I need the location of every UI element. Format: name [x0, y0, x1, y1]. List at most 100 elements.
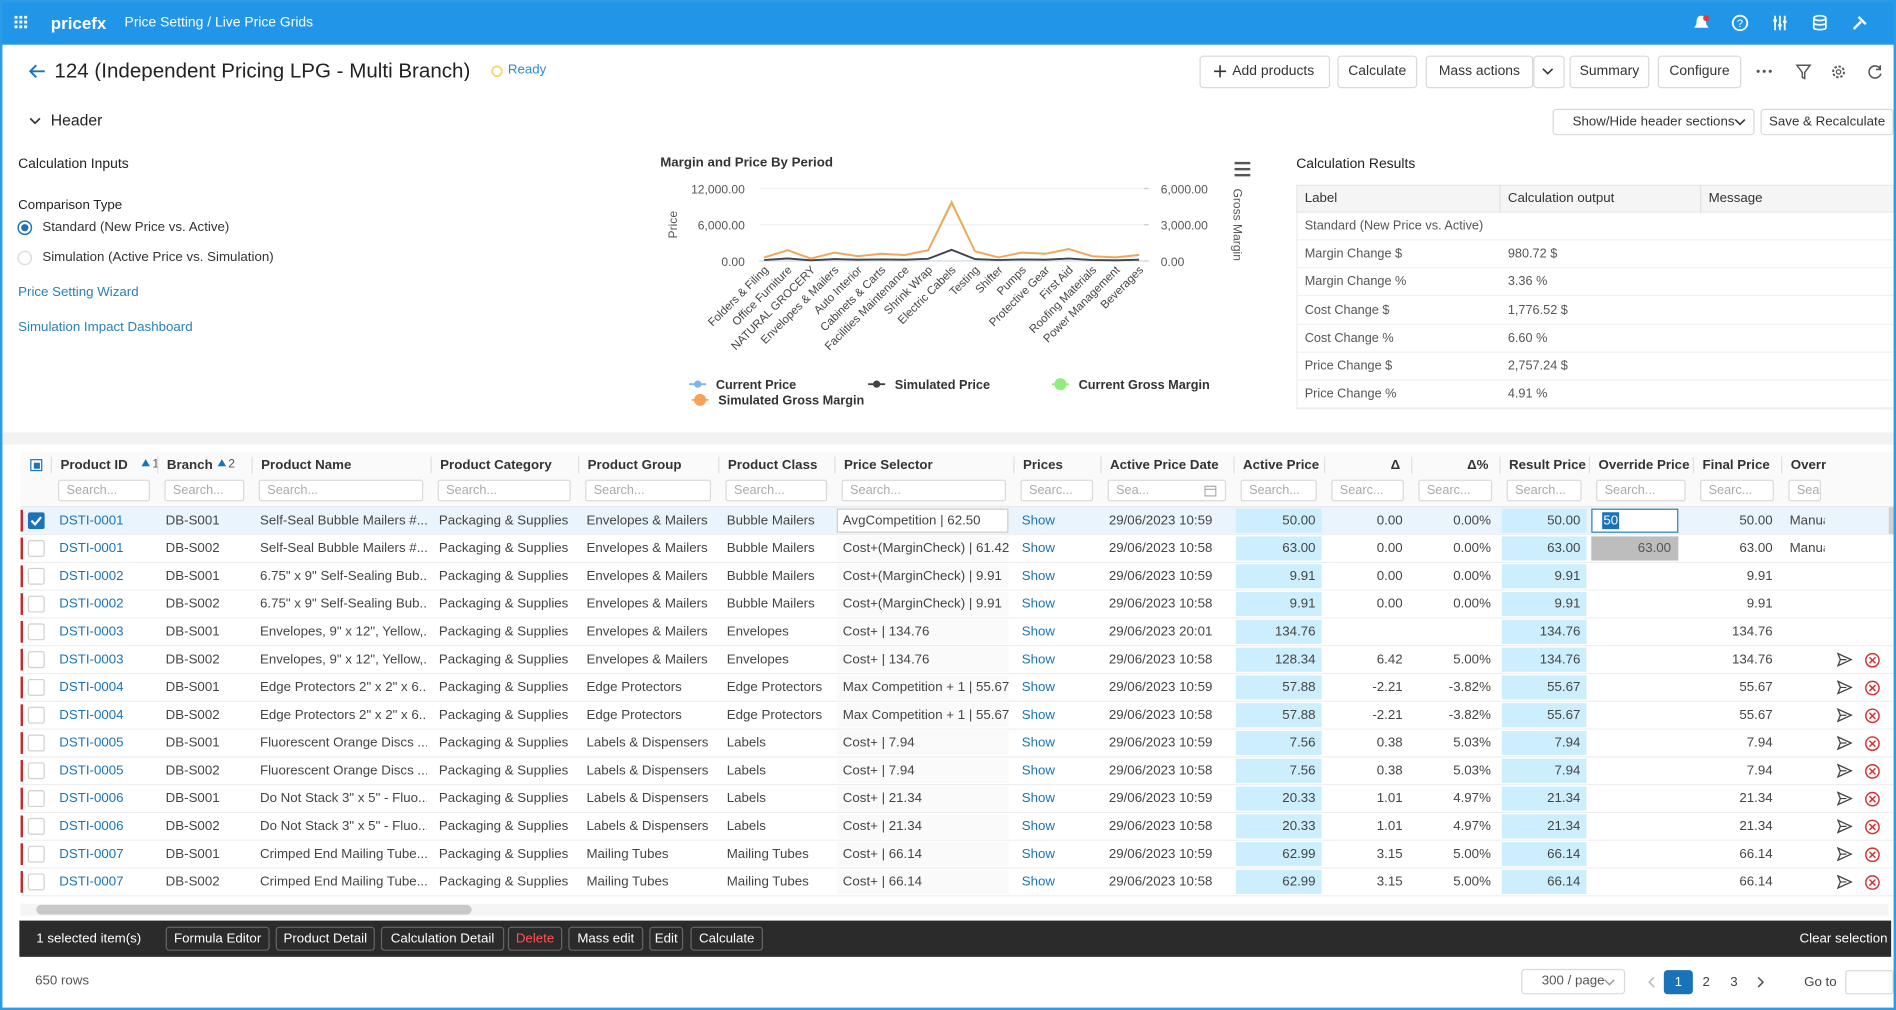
row-checkbox[interactable] [27, 540, 45, 557]
more-icon[interactable] [1756, 69, 1773, 74]
delete-icon[interactable] [1865, 680, 1881, 696]
submit-icon[interactable] [1836, 791, 1853, 806]
product-id-link[interactable]: DSTI-0005 [59, 763, 124, 779]
top-icon[interactable] [1811, 14, 1828, 31]
row-checkbox[interactable] [27, 873, 45, 891]
row-checkbox[interactable] [27, 845, 45, 863]
product-id-link[interactable]: DSTI-0001 [59, 541, 124, 556]
page-button[interactable]: 3 [1730, 974, 1738, 990]
header-chevron[interactable] [29, 116, 41, 126]
product-id-link[interactable]: DSTI-0006 [59, 791, 124, 806]
prices-link[interactable]: Show [1021, 874, 1056, 890]
row-checkbox[interactable] [27, 706, 45, 724]
toolbar-button[interactable]: Mass actions [1425, 55, 1534, 89]
prices-link[interactable]: Show [1021, 791, 1056, 806]
toolbar-button[interactable]: Add products [1199, 55, 1331, 89]
page-button[interactable]: 2 [1702, 974, 1710, 990]
selection-action[interactable]: Calculate [690, 926, 763, 951]
back-arrow[interactable] [29, 64, 46, 79]
submit-icon[interactable] [1836, 874, 1853, 890]
mass-actions-dropdown[interactable] [1533, 55, 1565, 89]
search-input[interactable] [258, 479, 424, 502]
submit-icon[interactable] [1836, 707, 1853, 723]
submit-icon[interactable] [1836, 763, 1853, 779]
search-input[interactable] [58, 479, 150, 502]
column-header[interactable]: Prices [1022, 457, 1063, 473]
product-id-link[interactable]: DSTI-0007 [59, 874, 124, 890]
search-input[interactable] [164, 479, 245, 502]
submit-icon[interactable] [1836, 652, 1853, 667]
product-id-link[interactable]: DSTI-0004 [59, 680, 124, 695]
column-header[interactable]: Active Price Date [1110, 457, 1219, 473]
product-id-link[interactable]: DSTI-0007 [59, 846, 124, 862]
column-header[interactable]: Result Price [1509, 457, 1586, 473]
prices-link[interactable]: Show [1021, 819, 1056, 834]
column-header[interactable]: Product Name [261, 457, 352, 473]
selection-action[interactable]: Calculation Detail [380, 926, 505, 951]
search-input[interactable] [1020, 479, 1094, 502]
page-size-select[interactable]: 300 / page [1521, 968, 1626, 995]
row-checkbox[interactable] [27, 762, 45, 780]
page-button[interactable]: 1 [1663, 970, 1693, 995]
column-header[interactable]: Product Group [587, 457, 682, 473]
radio-label[interactable]: Standard (New Price vs. Active) [42, 219, 230, 235]
selection-action[interactable]: Delete [507, 926, 563, 951]
top-icon[interactable]: ? [1731, 14, 1749, 32]
radio-label[interactable]: Simulation (Active Price vs. Simulation) [42, 250, 274, 265]
row-checkbox[interactable] [27, 734, 45, 752]
selection-action[interactable]: Product Detail [275, 926, 375, 951]
show-hide-button[interactable]: Show/Hide header sections [1552, 108, 1755, 136]
link[interactable]: Simulation Impact Dashboard [18, 320, 193, 335]
filter-icon[interactable] [1795, 64, 1812, 80]
settings-icon[interactable] [1831, 64, 1847, 80]
prices-link[interactable]: Show [1021, 624, 1056, 640]
column-header[interactable]: Product Class [727, 457, 818, 473]
submit-icon[interactable] [1836, 846, 1853, 862]
column-header[interactable]: Product ID [60, 457, 128, 473]
scrollbar-thumb[interactable] [36, 904, 472, 915]
refresh-icon[interactable] [1867, 64, 1883, 80]
column-header[interactable]: Final Price [1702, 457, 1770, 473]
row-checkbox[interactable] [27, 567, 45, 585]
submit-icon[interactable] [1836, 819, 1853, 834]
column-header[interactable]: Override Price [1598, 457, 1690, 473]
prices-link[interactable]: Show [1021, 680, 1056, 695]
save-recalculate-button[interactable]: Save & Recalculate [1760, 108, 1894, 136]
prices-link[interactable]: Show [1021, 735, 1056, 751]
top-icon[interactable] [1771, 14, 1788, 31]
prices-link[interactable]: Show [1021, 569, 1056, 584]
product-id-link[interactable]: DSTI-0006 [59, 819, 124, 834]
selection-action[interactable]: Formula Editor [165, 926, 270, 951]
row-checkbox[interactable] [27, 623, 45, 641]
selection-action[interactable]: Edit [649, 926, 684, 951]
radio[interactable] [17, 220, 33, 236]
product-id-link[interactable]: DSTI-0002 [59, 569, 124, 584]
search-input[interactable] [1596, 479, 1686, 502]
search-input[interactable] [1700, 479, 1774, 502]
search-input[interactable] [1506, 479, 1582, 502]
apps-icon[interactable] [14, 15, 30, 30]
row-checkbox[interactable] [27, 790, 45, 808]
search-input[interactable] [1331, 479, 1404, 502]
radio[interactable] [17, 250, 33, 266]
product-id-link[interactable]: DSTI-0003 [59, 652, 124, 667]
prices-link[interactable]: Show [1021, 652, 1056, 667]
delete-icon[interactable] [1865, 791, 1881, 807]
search-input[interactable] [437, 479, 571, 502]
delete-icon[interactable] [1865, 819, 1881, 835]
product-id-link[interactable]: DSTI-0002 [59, 596, 124, 612]
search-input[interactable] [585, 479, 711, 502]
link[interactable]: Price Setting Wizard [18, 285, 139, 300]
search-input[interactable] [1240, 479, 1317, 502]
prices-link[interactable]: Show [1021, 596, 1056, 612]
goto-input[interactable] [1845, 970, 1894, 995]
submit-icon[interactable] [1836, 735, 1853, 751]
row-checkbox[interactable] [27, 512, 45, 530]
column-header[interactable]: Branch [166, 457, 213, 473]
delete-icon[interactable] [1865, 847, 1881, 863]
row-checkbox[interactable] [27, 817, 45, 835]
row-checkbox[interactable] [27, 678, 45, 696]
toolbar-button[interactable]: Configure [1657, 55, 1742, 89]
prices-link[interactable]: Show [1021, 513, 1056, 528]
column-header[interactable]: Price Selector [844, 457, 933, 473]
